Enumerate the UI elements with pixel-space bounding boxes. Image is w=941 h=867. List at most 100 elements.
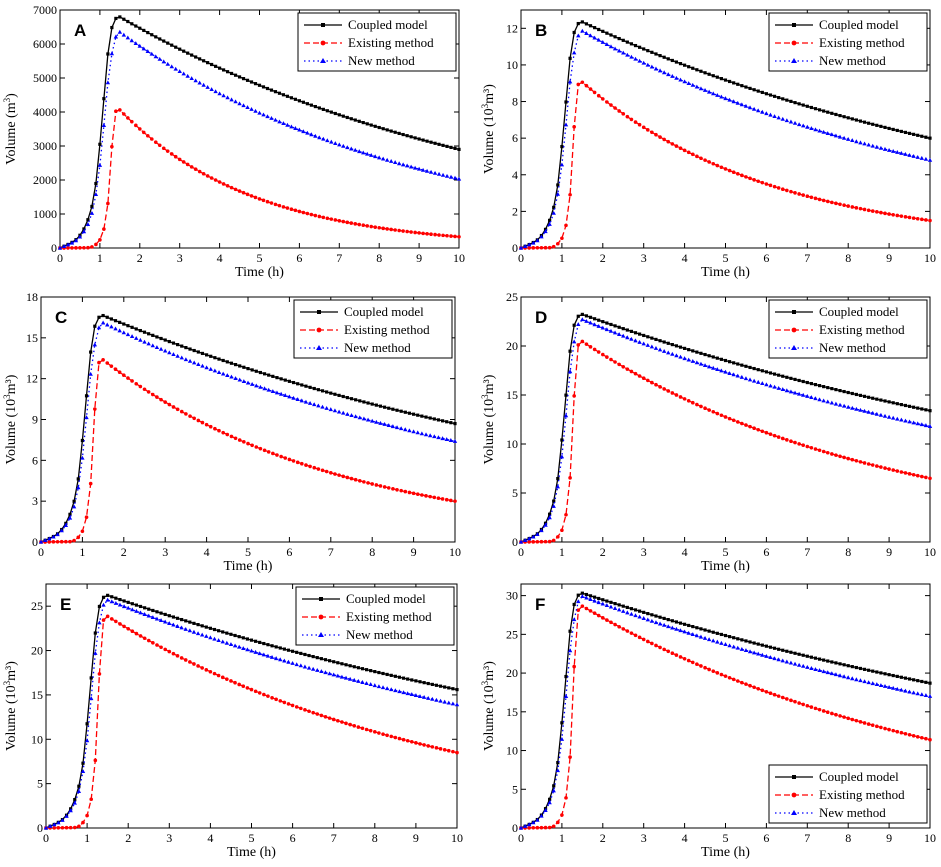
data-point — [309, 212, 314, 217]
x-tick-label: 2 — [600, 545, 606, 559]
data-point — [719, 632, 724, 637]
data-point — [278, 646, 282, 650]
data-point — [576, 314, 580, 318]
data-point — [895, 729, 900, 734]
data-point — [817, 657, 822, 661]
data-point — [130, 629, 135, 634]
data-point — [445, 233, 449, 238]
x-tick-label: 10 — [449, 545, 461, 559]
data-point — [142, 339, 147, 344]
data-point — [702, 88, 708, 92]
data-point — [821, 398, 826, 403]
data-point — [822, 658, 826, 662]
data-point — [373, 669, 377, 674]
data-point — [76, 535, 81, 540]
data-point — [67, 515, 73, 520]
data-point — [911, 690, 916, 695]
data-point — [184, 345, 188, 350]
data-point — [345, 115, 349, 120]
data-point — [572, 602, 576, 607]
x-tick-label: 4 — [217, 251, 223, 265]
data-point — [768, 691, 773, 696]
data-point — [740, 173, 744, 178]
data-point — [699, 156, 703, 161]
data-point — [743, 376, 749, 381]
data-point — [196, 362, 201, 367]
data-point — [266, 387, 271, 392]
data-point — [145, 49, 150, 54]
data-point — [109, 324, 114, 329]
data-point — [401, 737, 406, 742]
data-point — [625, 328, 629, 332]
data-point — [245, 192, 250, 197]
data-point — [241, 77, 246, 81]
data-point — [649, 344, 655, 349]
data-point — [899, 470, 904, 474]
data-point — [364, 681, 369, 686]
data-point — [68, 539, 72, 544]
data-point — [38, 539, 44, 544]
data-point — [543, 245, 548, 250]
x-tick-label: 4 — [682, 831, 688, 845]
data-point — [895, 213, 900, 218]
data-point — [415, 492, 420, 496]
data-point — [751, 378, 757, 383]
legend-marker — [791, 810, 797, 815]
data-point — [411, 429, 416, 434]
data-point — [699, 627, 703, 631]
data-point — [907, 689, 912, 694]
data-point — [90, 245, 94, 249]
data-point — [241, 646, 246, 650]
data-point — [121, 32, 127, 37]
data-point — [253, 649, 258, 654]
data-point — [163, 647, 167, 652]
data-point — [287, 379, 291, 383]
data-point — [535, 532, 540, 537]
data-point — [539, 539, 544, 544]
y-tick-label: 0 — [512, 241, 518, 255]
legend-label: Coupled model — [819, 17, 899, 32]
data-point — [789, 650, 793, 654]
data-point — [377, 125, 381, 130]
data-point — [385, 227, 389, 231]
data-point — [756, 379, 761, 384]
x-tick-label: 2 — [137, 251, 143, 265]
data-point — [875, 464, 879, 468]
series-line-1 — [520, 81, 931, 249]
data-point — [192, 621, 196, 625]
data-point — [373, 124, 377, 128]
y-tick-label: 6000 — [33, 37, 57, 51]
data-point — [122, 599, 126, 603]
data-point — [378, 404, 383, 408]
data-point — [221, 430, 225, 435]
data-point — [539, 234, 544, 239]
data-point — [850, 717, 855, 722]
data-point — [772, 656, 777, 661]
data-point — [867, 395, 871, 399]
y-axis-label: Volume (103m³) — [2, 374, 19, 464]
data-point — [250, 443, 254, 448]
data-point — [241, 684, 246, 689]
x-tick-label: 6 — [290, 831, 296, 845]
data-point — [527, 540, 531, 544]
data-point — [621, 38, 625, 42]
data-point — [80, 455, 85, 460]
data-point — [424, 494, 428, 498]
data-point — [353, 477, 358, 482]
data-point — [169, 152, 174, 156]
data-point — [756, 651, 761, 656]
data-point — [842, 715, 846, 719]
data-point — [785, 438, 789, 442]
data-point — [311, 654, 315, 659]
data-point — [43, 825, 49, 830]
data-point — [316, 403, 321, 408]
y-tick-label: 10 — [31, 732, 43, 746]
data-point — [442, 747, 447, 752]
data-point — [312, 465, 317, 470]
data-point — [662, 340, 666, 344]
data-point — [110, 25, 114, 30]
data-point — [290, 661, 295, 665]
data-point — [265, 653, 271, 658]
x-tick-label: 7 — [804, 251, 810, 265]
